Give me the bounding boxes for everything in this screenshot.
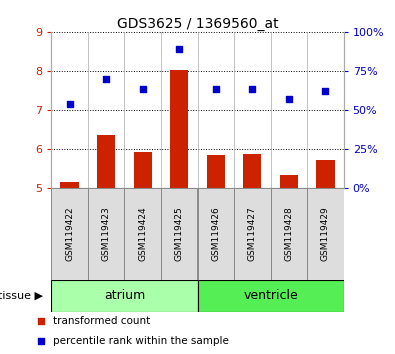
Text: GSM119429: GSM119429 — [321, 206, 330, 261]
Text: tissue ▶: tissue ▶ — [0, 291, 43, 301]
Text: GSM119425: GSM119425 — [175, 206, 184, 261]
Point — [139, 87, 146, 92]
Point — [249, 87, 256, 92]
Text: percentile rank within the sample: percentile rank within the sample — [53, 336, 229, 346]
Bar — [170, 70, 188, 188]
Bar — [198, 188, 234, 280]
Text: atrium: atrium — [104, 289, 145, 302]
Bar — [316, 160, 335, 188]
Bar — [271, 188, 307, 280]
Title: GDS3625 / 1369560_at: GDS3625 / 1369560_at — [117, 17, 278, 31]
Bar — [198, 280, 344, 312]
Bar — [307, 188, 344, 280]
Point — [213, 87, 219, 92]
Bar — [161, 188, 198, 280]
Bar — [280, 175, 298, 188]
Point — [269, 240, 276, 245]
Bar — [97, 135, 115, 188]
Bar — [243, 154, 261, 188]
Point — [286, 96, 292, 102]
Bar — [234, 188, 271, 280]
Text: GSM119424: GSM119424 — [138, 206, 147, 261]
Text: GSM119426: GSM119426 — [211, 206, 220, 261]
Text: transformed count: transformed count — [53, 316, 151, 326]
Point — [269, 63, 276, 68]
Text: GSM119427: GSM119427 — [248, 206, 257, 261]
Bar — [60, 182, 79, 188]
Bar — [124, 188, 161, 280]
Bar — [207, 155, 225, 188]
Bar — [51, 280, 198, 312]
Point — [176, 46, 182, 52]
Point — [66, 101, 73, 107]
Point — [322, 88, 329, 94]
Bar — [134, 152, 152, 188]
Bar — [88, 188, 124, 280]
Point — [103, 76, 109, 82]
Text: ventricle: ventricle — [243, 289, 298, 302]
Text: GSM119428: GSM119428 — [284, 206, 293, 261]
Text: GSM119423: GSM119423 — [102, 206, 111, 261]
Text: GSM119422: GSM119422 — [65, 206, 74, 261]
Bar — [51, 188, 88, 280]
